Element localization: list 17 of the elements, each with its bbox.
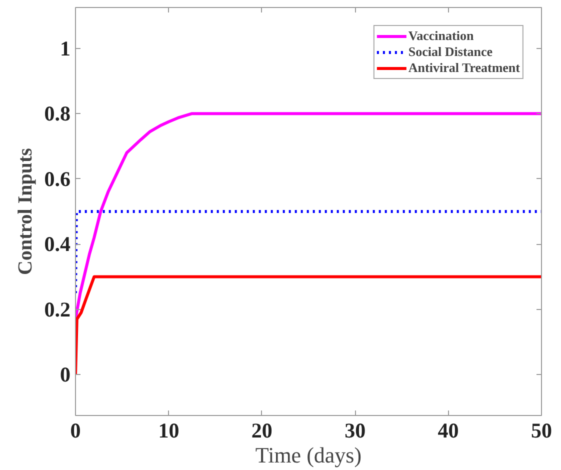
x-tick-label: 20	[251, 418, 272, 442]
line-series	[76, 275, 542, 376]
x-tick-label: 10	[158, 418, 180, 442]
legend-label: Vaccination	[408, 28, 474, 44]
y-tick-label: 0.2	[44, 297, 70, 322]
x-axis-title: Time (days)	[255, 442, 362, 468]
x-tick-label: 30	[344, 418, 366, 442]
y-axis-title: Control Inputs	[14, 148, 36, 275]
y-tick-label: 1	[60, 36, 70, 60]
y-tick-label: 0.4	[44, 232, 71, 256]
y-tick-label: 0.8	[44, 102, 70, 126]
y-tick-label: 0.6	[44, 166, 70, 191]
x-tick-label: 40	[438, 418, 459, 442]
legend-label: Social Distance	[408, 44, 493, 60]
legend-label: Antiviral Treatment	[408, 60, 520, 76]
x-tick-label: 50	[531, 418, 552, 442]
y-tick-label: 0	[60, 362, 70, 387]
